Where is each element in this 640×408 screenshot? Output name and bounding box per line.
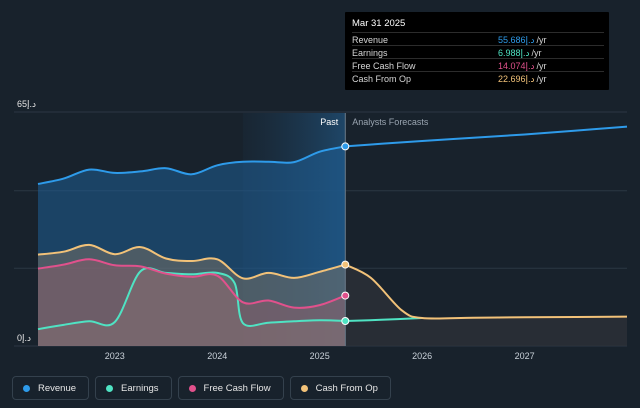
legend-item-revenue[interactable]: Revenue xyxy=(12,376,90,400)
x-axis-ticks: 2023 2024 2025 2026 2027 xyxy=(105,351,535,361)
tooltip-value: 6.988د.إ xyxy=(498,48,530,58)
forecast-line-revenue xyxy=(345,125,628,148)
legend-dot-icon xyxy=(188,384,196,392)
line-revenue xyxy=(37,145,346,185)
legend-dot-icon xyxy=(106,384,114,392)
legend-item-free-cash-flow[interactable]: Free Cash Flow xyxy=(177,376,284,400)
y-axis-max-label: 65د.إ xyxy=(17,99,36,110)
marker-earnings xyxy=(341,317,350,325)
tooltip-unit: /yr xyxy=(536,35,547,45)
tooltip-unit: /yr xyxy=(536,74,547,84)
tooltip-unit: /yr xyxy=(531,48,542,58)
data-tooltip: Mar 31 2025 Revenue 55.686د.إ/yr Earning… xyxy=(345,12,609,90)
legend-item-earnings[interactable]: Earnings xyxy=(95,376,172,400)
tooltip-row-free-cash-flow: Free Cash Flow 14.074د.إ/yr xyxy=(352,58,604,72)
legend-label: Earnings xyxy=(121,382,159,394)
tooltip-row-earnings: Earnings 6.988د.إ/yr xyxy=(352,45,604,59)
legend-label: Cash From Op xyxy=(315,382,378,394)
x-tick-label: 2023 xyxy=(105,351,125,361)
tooltip-label: Cash From Op xyxy=(352,74,412,84)
x-tick-label: 2024 xyxy=(207,351,227,361)
marker-free-cash-flow xyxy=(341,291,350,300)
area-revenue xyxy=(38,146,346,346)
legend-dot-icon xyxy=(300,384,308,392)
tooltip-label: Earnings xyxy=(352,48,388,58)
x-tick-label: 2027 xyxy=(515,351,535,361)
tooltip-label: Free Cash Flow xyxy=(352,61,416,71)
area-earnings xyxy=(38,268,346,346)
chart-legend: Revenue Earnings Free Cash Flow Cash Fro… xyxy=(12,376,391,400)
area-free-cash-flow xyxy=(38,259,346,346)
line-free-cash-flow xyxy=(37,258,346,309)
x-tick-label: 2025 xyxy=(310,351,330,361)
legend-item-cash-from-op[interactable]: Cash From Op xyxy=(289,376,391,400)
tooltip-value: 22.696د.إ xyxy=(498,74,535,84)
forecast-label: Analysts Forecasts xyxy=(352,117,429,127)
legend-label: Free Cash Flow xyxy=(203,382,271,394)
y-axis-min-label: 0د.إ xyxy=(17,333,31,344)
hover-markers xyxy=(341,142,350,325)
forecast-line-earnings xyxy=(345,317,423,322)
series-areas xyxy=(38,146,627,346)
marker-cash-from-op xyxy=(341,260,350,269)
series-lines xyxy=(37,125,628,331)
legend-label: Revenue xyxy=(38,382,77,394)
tooltip-value: 14.074د.إ xyxy=(498,61,535,71)
tooltip-row-cash-from-op: Cash From Op 22.696د.إ/yr xyxy=(352,71,604,85)
marker-revenue xyxy=(341,142,350,151)
tooltip-label: Revenue xyxy=(352,35,389,45)
past-label: Past xyxy=(320,117,339,127)
tooltip-value: 55.686د.إ xyxy=(498,35,535,45)
forecast-area-cash-from-op xyxy=(345,264,627,346)
tooltip-row-revenue: Revenue 55.686د.إ/yr xyxy=(352,32,604,46)
x-tick-label: 2026 xyxy=(412,351,432,361)
forecast-line-cash-from-op xyxy=(344,263,628,320)
line-earnings xyxy=(37,267,346,331)
tooltip-unit: /yr xyxy=(536,61,547,71)
line-cash-from-op xyxy=(37,243,346,280)
tooltip-date: Mar 31 2025 xyxy=(352,18,406,29)
legend-dot-icon xyxy=(23,384,30,392)
